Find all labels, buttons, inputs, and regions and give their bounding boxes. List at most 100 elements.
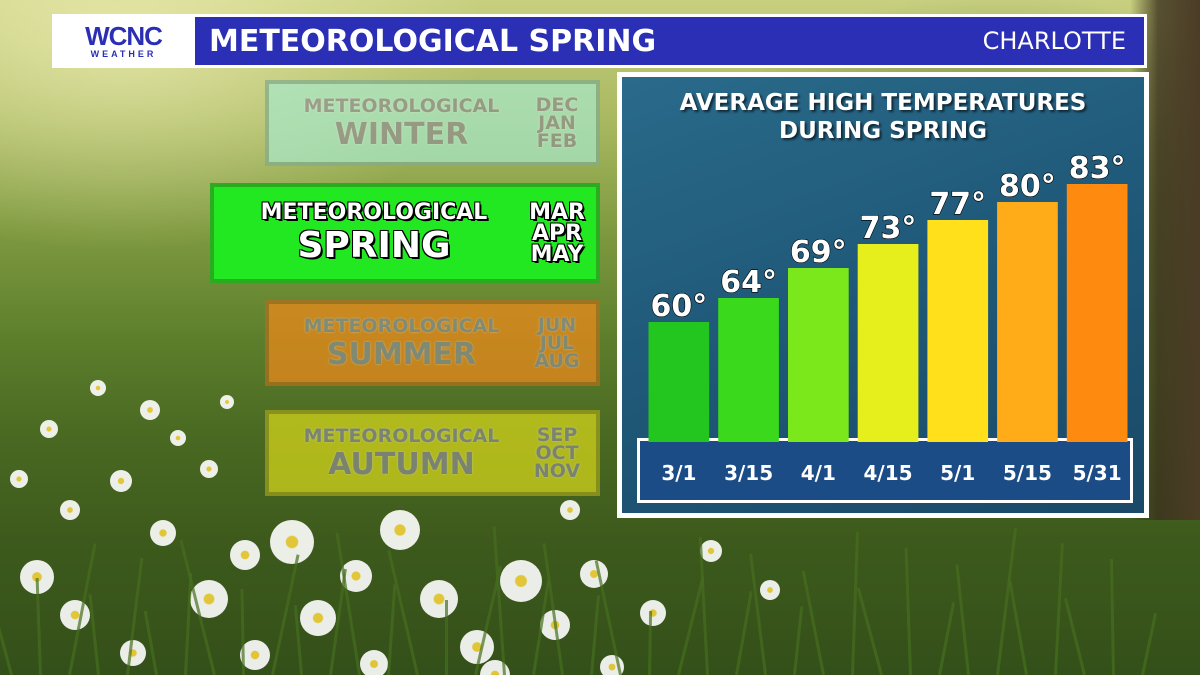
bar-4/15 xyxy=(857,244,919,442)
month-label: DEC xyxy=(535,94,579,116)
bar-value-label: 60° xyxy=(651,289,708,324)
bar-5/1 xyxy=(927,220,989,442)
flower-decoration xyxy=(300,600,336,636)
grass-blade xyxy=(143,610,158,675)
logo-sub-text: WEATHER xyxy=(90,49,157,59)
season-months: MAR APR MAY xyxy=(526,199,588,265)
grass-blade xyxy=(1141,613,1158,675)
grass-blade xyxy=(387,584,397,675)
city-label: CHARLOTTE xyxy=(982,27,1126,55)
flower-decoration xyxy=(40,420,58,438)
chart-title-line-1: AVERAGE HIGH TEMPERATURES xyxy=(679,90,1087,116)
flower-decoration xyxy=(760,580,780,600)
season-word-1: METEOROLOGICAL xyxy=(303,424,500,447)
month-label: AUG xyxy=(534,350,580,372)
flower-decoration xyxy=(110,470,132,492)
grass-blade xyxy=(0,616,13,675)
x-tick-label: 3/15 xyxy=(724,461,773,485)
season-months: SEP OCT NOV xyxy=(526,424,588,481)
bar-4/1 xyxy=(788,268,849,442)
flower-decoration xyxy=(200,460,218,478)
bar-value-label: 64° xyxy=(720,265,777,300)
grass-blade xyxy=(904,548,912,675)
station-logo: WCNC WEATHER xyxy=(55,17,195,65)
season-box-autumn: METEOROLOGICAL AUTUMN SEP OCT NOV xyxy=(265,410,600,496)
season-words: METEOROLOGICAL WINTER xyxy=(277,94,526,152)
x-tick-label: 5/1 xyxy=(940,461,975,485)
flower-decoration xyxy=(240,640,270,670)
month-label: JAN xyxy=(538,112,576,134)
flower-decoration xyxy=(640,600,666,626)
grass-blade xyxy=(793,606,804,675)
flower-decoration xyxy=(700,540,722,562)
grass-blade xyxy=(1054,543,1064,675)
bar-chart: 60° 3/1 64° 3/15 69° 4/1 73° 4/15 77° 5/1 80° 5/15 8… xyxy=(648,150,1128,485)
month-label: JUL xyxy=(539,332,575,354)
bar-value-label: 83° xyxy=(1069,151,1126,186)
season-box-spring: METEOROLOGICAL SPRING MAR APR MAY xyxy=(210,183,600,283)
flower-decoration xyxy=(60,500,80,520)
grass-blade xyxy=(445,600,448,675)
grass-blade xyxy=(492,526,506,675)
month-label: FEB xyxy=(536,130,578,152)
season-box-winter: METEOROLOGICAL WINTER DEC JAN FEB xyxy=(265,80,600,166)
grass-blade xyxy=(735,591,753,675)
season-box-summer: METEOROLOGICAL SUMMER JUN JUL AUG xyxy=(265,300,600,386)
x-tick-label: 3/1 xyxy=(661,461,696,485)
bar-5/15 xyxy=(997,202,1058,442)
grass-blade xyxy=(955,564,970,675)
chart-title-line-2: DURING SPRING xyxy=(779,118,987,144)
flower-decoration xyxy=(360,650,388,675)
flower-decoration xyxy=(580,560,608,588)
chart-panel: AVERAGE HIGH TEMPERATURES DURING SPRING … xyxy=(617,72,1149,518)
flower-decoration xyxy=(560,500,580,520)
bar-5/31 xyxy=(1066,184,1128,442)
season-word-1: METEOROLOGICAL xyxy=(260,200,488,225)
bar-value-label: 69° xyxy=(790,235,847,270)
flower-decoration xyxy=(120,640,146,666)
flower-decoration xyxy=(60,600,90,630)
flower-decoration xyxy=(380,510,420,550)
season-word-2: AUTUMN xyxy=(328,446,475,482)
logo-main-text: WCNC xyxy=(85,21,163,51)
season-word-2: WINTER xyxy=(334,116,469,152)
page-title: METEOROLOGICAL SPRING xyxy=(209,23,657,59)
month-label: OCT xyxy=(535,442,579,464)
grass-blade xyxy=(856,587,883,675)
season-months: JUN JUL AUG xyxy=(526,314,588,372)
flower-decoration xyxy=(10,470,28,488)
flower-decoration xyxy=(270,520,314,564)
flower-decoration xyxy=(140,400,160,420)
header-bar: WCNC WEATHER METEOROLOGICAL SPRING CHARL… xyxy=(52,14,1147,68)
flower-decoration xyxy=(90,380,106,396)
grass-blade xyxy=(1063,597,1086,675)
flower-decoration xyxy=(150,520,176,546)
flower-decoration xyxy=(230,540,260,570)
month-label: JUN xyxy=(537,314,577,336)
season-word-2: SUMMER xyxy=(326,336,477,372)
x-tick-label: 5/31 xyxy=(1073,461,1122,485)
month-label: SEP xyxy=(536,424,578,446)
bar-value-label: 77° xyxy=(929,187,986,222)
season-word-1: METEOROLOGICAL xyxy=(303,314,500,337)
season-word-2: SPRING xyxy=(297,225,451,266)
grass-blade xyxy=(542,543,564,675)
season-months: DEC JAN FEB xyxy=(526,94,588,152)
month-label: APR xyxy=(531,220,583,246)
flower-decoration xyxy=(420,580,458,618)
season-words: METEOROLOGICAL SPRING xyxy=(222,202,526,264)
grass-blade xyxy=(1109,558,1115,675)
grass-blade xyxy=(749,553,767,675)
flower-decoration xyxy=(220,395,234,409)
flower-decoration xyxy=(500,560,542,602)
grass-blade xyxy=(938,602,956,675)
bar-3/1 xyxy=(648,322,710,442)
season-word-1: METEOROLOGICAL xyxy=(303,94,500,117)
bar-value-label: 80° xyxy=(999,169,1056,204)
x-tick-label: 4/1 xyxy=(801,461,836,485)
grass-blade xyxy=(648,610,653,675)
grass-blade xyxy=(590,595,600,675)
grass-blade xyxy=(851,532,859,675)
grass-blade xyxy=(240,588,245,675)
month-label: MAR xyxy=(529,199,585,225)
